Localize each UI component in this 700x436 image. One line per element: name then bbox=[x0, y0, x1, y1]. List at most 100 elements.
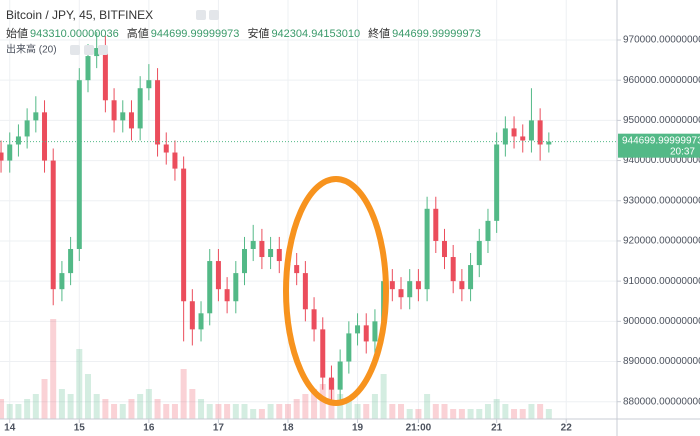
candle-body bbox=[242, 248, 248, 274]
candle-body bbox=[102, 48, 108, 101]
volume-bar bbox=[15, 404, 22, 419]
volume-bar bbox=[102, 399, 109, 419]
settings-icon[interactable] bbox=[84, 45, 94, 55]
volume-bar bbox=[93, 394, 100, 419]
volume-bar bbox=[189, 389, 196, 419]
ohlc-value: 944699.99999973 bbox=[151, 28, 240, 40]
volume-bar bbox=[537, 404, 544, 419]
ohlc-value: 944699.99999973 bbox=[392, 28, 481, 40]
volume-bar bbox=[528, 404, 535, 419]
candle-body bbox=[363, 325, 369, 342]
candle-body bbox=[511, 128, 517, 137]
volume-bar bbox=[293, 399, 300, 419]
candle-body bbox=[276, 248, 282, 262]
volume-bar bbox=[354, 404, 361, 419]
ohlc-label: 始値 bbox=[6, 26, 28, 40]
eye-icon[interactable] bbox=[70, 45, 80, 55]
volume-bar bbox=[84, 374, 91, 419]
volume-bar bbox=[0, 399, 5, 419]
candle-body bbox=[546, 141, 552, 145]
volume-bar bbox=[111, 404, 118, 419]
candle-body bbox=[33, 112, 39, 121]
candle-body bbox=[250, 240, 256, 249]
candle-body bbox=[468, 265, 474, 290]
volume-bar bbox=[232, 404, 239, 419]
volume-bar bbox=[284, 404, 291, 419]
y-tick-label: 920000.00000000 bbox=[623, 236, 700, 247]
x-tick-label: 15 bbox=[74, 423, 86, 434]
plot-area bbox=[0, 0, 617, 419]
candle-body bbox=[441, 240, 447, 258]
volume-bar bbox=[302, 394, 309, 419]
volume-bar bbox=[267, 404, 274, 419]
volume-bar bbox=[137, 394, 144, 419]
candle-body bbox=[320, 329, 326, 378]
candle-body bbox=[337, 361, 343, 390]
x-tick-label: 17 bbox=[213, 423, 225, 434]
volume-bar bbox=[380, 374, 387, 419]
candle-body bbox=[537, 120, 543, 145]
volume-bar bbox=[311, 389, 318, 419]
volume-bar bbox=[519, 409, 526, 419]
volume-bar bbox=[163, 404, 170, 419]
volume-bar bbox=[50, 319, 57, 419]
candle-body bbox=[181, 168, 187, 302]
volume-bar bbox=[345, 399, 352, 419]
candle-body bbox=[128, 112, 134, 129]
volume-bar bbox=[406, 409, 413, 419]
volume-bar bbox=[502, 404, 509, 419]
candle-body bbox=[520, 136, 526, 141]
y-tick-label: 970000.00000000 bbox=[623, 35, 700, 46]
last-time-label: 20:37 bbox=[670, 146, 695, 157]
candle-body bbox=[172, 152, 178, 169]
candle-body bbox=[111, 100, 117, 121]
candle-body bbox=[502, 128, 508, 145]
chart-title: Bitcoin / JPY, 45, BITFINEX bbox=[6, 8, 153, 22]
volume-bar bbox=[67, 394, 74, 419]
candle-body bbox=[155, 80, 161, 145]
volume-bar bbox=[258, 409, 265, 419]
candle-body bbox=[198, 313, 204, 330]
candle-body bbox=[224, 289, 230, 302]
volume-bar bbox=[389, 404, 396, 419]
volume-bar bbox=[415, 409, 422, 419]
candle-body bbox=[528, 120, 534, 141]
candle-body bbox=[268, 248, 274, 258]
candle-body bbox=[15, 136, 21, 145]
volume-bar bbox=[467, 409, 474, 419]
candle-body bbox=[328, 377, 334, 390]
volume-bar bbox=[41, 379, 48, 419]
candle-body bbox=[120, 112, 126, 121]
candle-body bbox=[485, 220, 491, 241]
volume-bar bbox=[171, 404, 178, 419]
candle-body bbox=[398, 289, 404, 298]
volume-bar bbox=[337, 394, 344, 419]
ohlc-label: 終値 bbox=[368, 26, 390, 40]
ohlc-value: 943310.00000036 bbox=[30, 28, 119, 40]
volume-bar bbox=[32, 394, 39, 419]
y-tick-label: 880000.00000000 bbox=[623, 396, 700, 407]
volume-bar bbox=[493, 399, 500, 419]
volume-bar bbox=[215, 404, 222, 419]
volume-bar bbox=[224, 404, 231, 419]
volume-bar bbox=[363, 404, 370, 419]
y-tick-label: 930000.00000000 bbox=[623, 195, 700, 206]
candle-body bbox=[302, 273, 308, 310]
volume-bar bbox=[424, 394, 431, 419]
candle-body bbox=[7, 144, 13, 161]
volume-bar bbox=[371, 394, 378, 419]
candle-body bbox=[76, 80, 82, 249]
candle-body bbox=[137, 88, 143, 129]
candle-body bbox=[355, 325, 361, 334]
volume-bar bbox=[450, 409, 457, 419]
close-icon[interactable] bbox=[98, 45, 108, 55]
x-tick-label: 22 bbox=[561, 423, 573, 434]
candle-body bbox=[450, 257, 456, 282]
settings-icon[interactable] bbox=[196, 10, 206, 20]
volume-bar bbox=[476, 409, 483, 419]
y-tick-label: 910000.00000000 bbox=[623, 276, 700, 287]
volume-bar bbox=[119, 404, 126, 419]
volume-label: 出来高 (20) bbox=[6, 43, 57, 56]
close-icon[interactable] bbox=[209, 10, 219, 20]
